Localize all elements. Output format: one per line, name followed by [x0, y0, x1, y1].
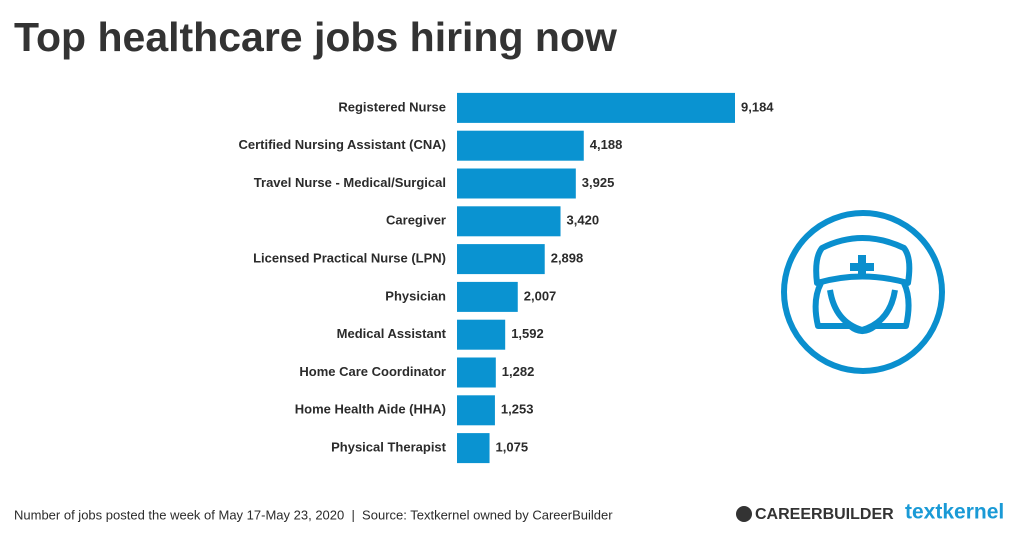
category-label: Caregiver	[386, 213, 446, 228]
category-label: Licensed Practical Nurse (LPN)	[253, 251, 446, 266]
value-label: 3,925	[582, 175, 615, 190]
bar	[457, 244, 545, 275]
value-label: 1,592	[511, 326, 544, 341]
value-label: 1,253	[501, 402, 534, 417]
category-label: Certified Nursing Assistant (CNA)	[238, 137, 446, 152]
bar	[457, 92, 735, 123]
value-label: 2,007	[524, 288, 557, 303]
category-label: Home Health Aide (HHA)	[295, 402, 446, 417]
chart-title: Top healthcare jobs hiring now	[14, 14, 617, 60]
value-label: 4,188	[590, 137, 623, 152]
value-label: 1,075	[496, 440, 529, 455]
logo-mark	[736, 506, 752, 522]
category-label: Registered Nurse	[338, 99, 446, 114]
category-label: Medical Assistant	[337, 326, 447, 341]
footnote: Number of jobs posted the week of May 17…	[14, 507, 613, 522]
nurse-icon	[781, 210, 945, 374]
logo: CAREERBUILDER	[755, 506, 894, 523]
category-label: Physician	[385, 288, 446, 303]
bar	[457, 168, 576, 199]
bar	[457, 206, 561, 237]
value-label: 3,420	[567, 213, 600, 228]
value-label: 1,282	[502, 364, 535, 379]
cross	[850, 255, 874, 279]
bar	[457, 357, 496, 388]
bar	[457, 319, 506, 350]
bar	[457, 130, 584, 161]
logo: textkernel	[905, 501, 1004, 524]
category-label: Physical Therapist	[331, 440, 447, 455]
value-label: 2,898	[551, 251, 584, 266]
bar	[457, 281, 518, 312]
category-label: Home Care Coordinator	[299, 364, 446, 379]
bar	[457, 433, 490, 464]
value-label: 9,184	[741, 99, 774, 114]
bar	[457, 395, 495, 426]
category-label: Travel Nurse - Medical/Surgical	[254, 175, 446, 190]
